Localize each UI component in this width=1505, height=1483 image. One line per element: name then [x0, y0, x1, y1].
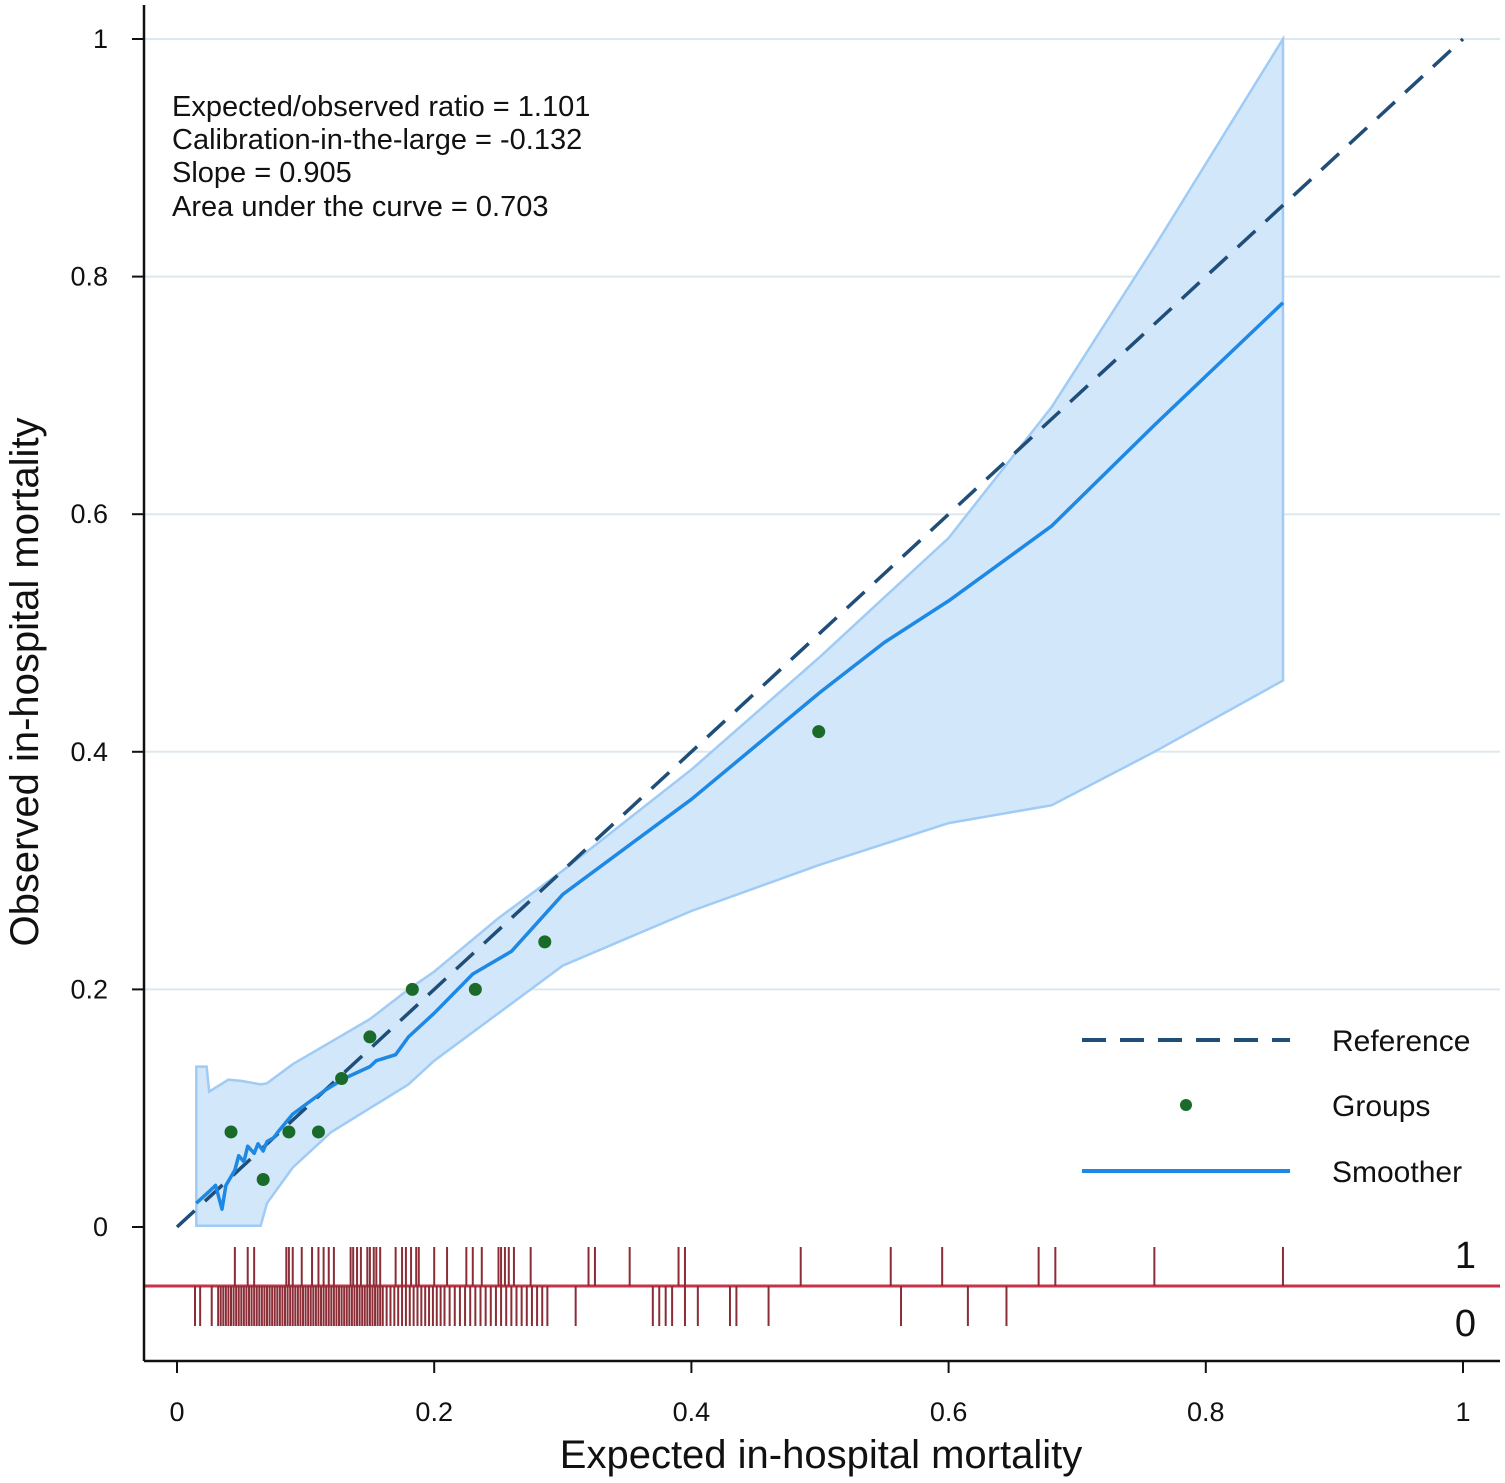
annotation-eo-ratio: Expected/observed ratio = 1.101 [172, 91, 590, 123]
y-tick-label: 0.8 [70, 262, 108, 292]
group-point [538, 935, 552, 949]
x-tick-label: 0 [169, 1397, 184, 1427]
x-axis-title: Expected in-hospital mortality [560, 1433, 1082, 1477]
y-tick-label: 0 [93, 1212, 108, 1242]
axes: 0 0.2 0.4 0.6 0.8 1 0 0.2 0.4 0.6 0.8 1 [70, 5, 1500, 1427]
lines [175, 37, 1465, 1229]
y-tick-label: 0.4 [70, 737, 108, 767]
y-tick-label: 0.2 [70, 974, 108, 1004]
rug-label-1: 1 [1455, 1235, 1476, 1277]
legend: Reference Groups Smoother [1082, 1025, 1470, 1189]
y-tick-label: 0.6 [70, 499, 108, 529]
annotation-slope: Slope = 0.905 [172, 157, 352, 189]
group-point [282, 1125, 296, 1139]
legend-smoother-label: Smoother [1332, 1156, 1462, 1189]
group-point [363, 1030, 377, 1044]
legend-groups-swatch [1180, 1099, 1192, 1111]
rug-plot [144, 1247, 1500, 1326]
group-point [256, 1172, 270, 1186]
x-tick-label: 0.2 [415, 1397, 453, 1427]
group-point [812, 725, 826, 739]
annotation-auc: Area under the curve = 0.703 [172, 191, 548, 223]
group-point [468, 982, 482, 996]
reference-line [175, 37, 1465, 1229]
x-tick-label: 0.4 [673, 1397, 711, 1427]
group-point [405, 982, 419, 996]
annotation-block: Expected/observed ratio = 1.101 Calibrat… [172, 91, 590, 223]
y-tick-label: 1 [93, 24, 108, 54]
legend-reference-label: Reference [1332, 1025, 1470, 1058]
group-point [224, 1125, 238, 1139]
x-tick-label: 0.8 [1187, 1397, 1225, 1427]
annotation-citl: Calibration-in-the-large = -0.132 [172, 124, 582, 156]
group-points [224, 725, 826, 1186]
rug-label-0: 0 [1455, 1303, 1476, 1345]
group-point [311, 1125, 325, 1139]
x-tick-label: 1 [1455, 1397, 1470, 1427]
y-axis-title: Observed in-hospital mortality [3, 417, 47, 946]
x-tick-label: 0.6 [930, 1397, 968, 1427]
legend-groups-label: Groups [1332, 1090, 1430, 1123]
smoother-line [195, 301, 1285, 1211]
group-point [335, 1072, 349, 1085]
